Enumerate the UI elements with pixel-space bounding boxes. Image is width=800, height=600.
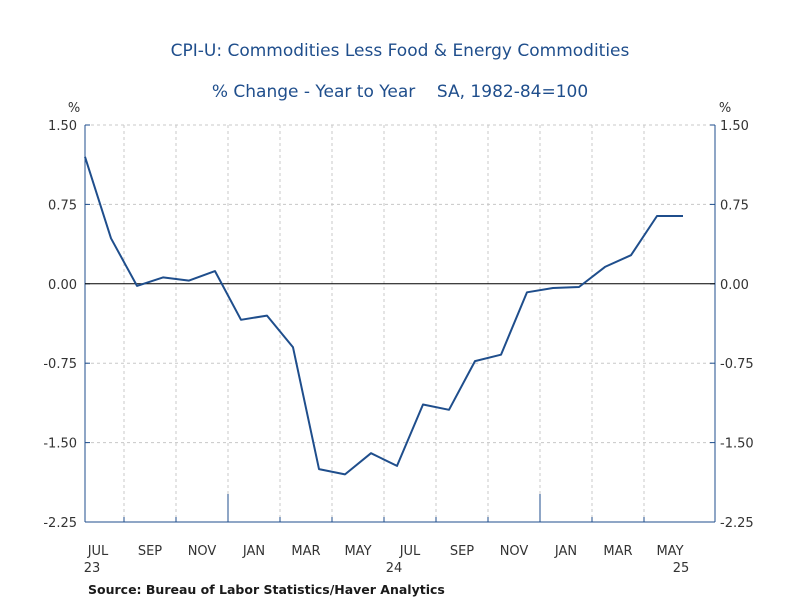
x-year-label: 23 (84, 561, 101, 576)
x-tick-label: JUL (399, 544, 421, 559)
y-tick-labels: 1.50 1.50 0.75 0.75 0.00 0.00 -0.75 -0.75 -1.50 -… (43, 119, 753, 531)
x-tick-label: MAY (656, 544, 683, 559)
y-tick-label-left: 0.00 (48, 278, 77, 293)
x-tick-labels: JUL SEP NOV JAN MAR MAY JUL SEP NOV JAN MAR MAY 23 24… (84, 544, 690, 576)
x-tick-label: SEP (138, 544, 162, 559)
y-unit-right: % (719, 101, 731, 116)
series-line (84, 156, 683, 476)
axes (84, 124, 716, 523)
chart-subtitle: % Change - Year to Year SA, 1982-84=100 (212, 82, 588, 102)
y-tick-label-left: -2.25 (43, 516, 77, 531)
y-tick-label-right: -1.50 (720, 437, 754, 452)
x-tick-label: MAR (291, 544, 320, 559)
y-tick-label-right: -0.75 (720, 357, 754, 372)
x-tick-label: MAY (344, 544, 371, 559)
y-tick-label-left: -0.75 (43, 357, 77, 372)
y-tick-label-left: 1.50 (48, 119, 77, 134)
x-year-label: 24 (386, 561, 403, 576)
source-note: Source: Bureau of Labor Statistics/Haver… (88, 582, 445, 597)
chart-title: CPI-U: Commodities Less Food & Energy Co… (171, 41, 630, 61)
x-tick-label: MAR (603, 544, 632, 559)
x-tick-label: JAN (242, 544, 265, 559)
x-tick-label: JAN (554, 544, 577, 559)
grid-lines (85, 124, 715, 523)
y-tick-label-right: 1.50 (720, 119, 749, 134)
x-tick-label: JUL (87, 544, 109, 559)
y-tick-label-left: 0.75 (48, 198, 77, 213)
y-tick-label-left: -1.50 (43, 437, 77, 452)
series-layer (84, 156, 683, 476)
x-year-label: 25 (673, 561, 690, 576)
x-tick-label: NOV (500, 544, 529, 559)
y-tick-label-right: -2.25 (720, 516, 754, 531)
y-tick-label-right: 0.75 (720, 198, 749, 213)
x-tick-label: SEP (450, 544, 474, 559)
y-tick-label-right: 0.00 (720, 278, 749, 293)
y-unit-left: % (68, 101, 80, 116)
x-tick-label: NOV (188, 544, 217, 559)
